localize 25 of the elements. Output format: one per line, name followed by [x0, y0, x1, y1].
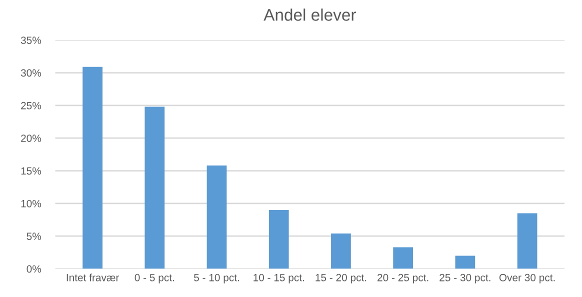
x-tick-label: 5 - 10 pct. [194, 274, 239, 284]
chart-title: Andel elever [264, 8, 356, 21]
y-tick-label: 20% [21, 134, 42, 142]
bar [517, 213, 538, 269]
y-tick-label: 25% [21, 102, 42, 110]
x-tick-label: Intet fravær [66, 274, 120, 282]
bar [206, 166, 227, 269]
y-tick-label: 5% [26, 232, 42, 240]
x-tick-label: 20 - 25 pct. [378, 274, 428, 284]
y-tick-label: 0% [26, 265, 42, 273]
x-tick-label: 0 - 5 pct. [134, 274, 174, 284]
bar [393, 247, 414, 269]
y-tick-label: 10% [21, 200, 42, 208]
x-tick-label: Over 30 pct. [499, 274, 555, 284]
bar [144, 106, 165, 269]
bar [268, 210, 289, 269]
bar [455, 256, 476, 269]
bar [82, 66, 102, 269]
y-tick-label: 35% [20, 36, 42, 44]
x-tick-label: 10 - 15 pct. [254, 274, 304, 284]
y-tick-label: 15% [21, 167, 42, 175]
x-tick-label: 15 - 20 pct. [316, 274, 366, 284]
x-tick-label: 25 - 30 pct. [440, 274, 490, 284]
y-tick-label: 30% [20, 69, 42, 77]
bar [331, 234, 351, 269]
